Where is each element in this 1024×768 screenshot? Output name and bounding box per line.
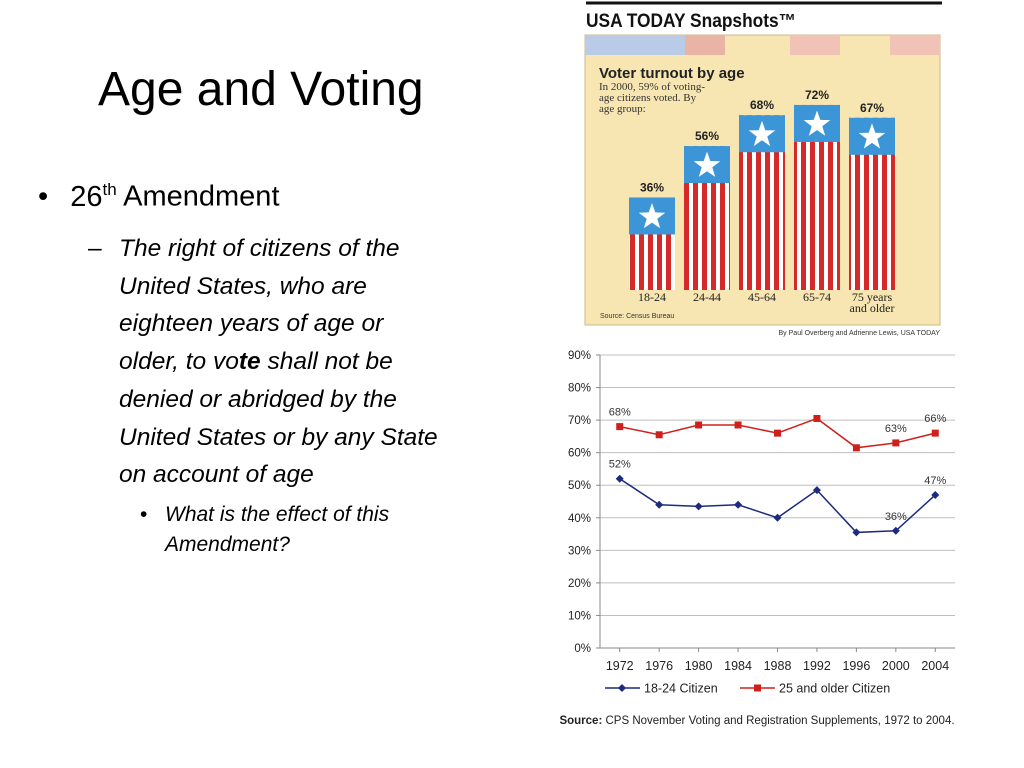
value-label: 36% (640, 180, 664, 194)
x-tick-label: 1996 (842, 659, 870, 673)
y-tick-label: 40% (568, 513, 591, 525)
y-tick-label: 70% (568, 415, 591, 427)
category-label: 75 years and older (849, 290, 895, 315)
data-label: 47% (924, 475, 946, 487)
marker (773, 513, 782, 522)
x-tick-label: 1988 (764, 659, 792, 673)
source-text: CPS November Voting and Registration Sup… (605, 715, 955, 727)
sub-sub-bullet-text: What is the effect of this Amendment? (165, 503, 390, 556)
snapshot-header: USA TODAY Snapshots™ (586, 11, 796, 32)
value-label: 56% (695, 129, 719, 143)
series-line (619, 478, 936, 534)
star (638, 203, 666, 229)
data-label: 52% (609, 459, 631, 471)
marker (695, 421, 703, 429)
x-tick-label: 1976 (645, 659, 673, 673)
data-label: 68% (609, 407, 631, 419)
sub-bullet-text: shall not be denied or abridged by the U… (119, 348, 438, 489)
y-tick-label: 30% (568, 545, 591, 557)
y-tick-label: 20% (568, 578, 591, 590)
marker (852, 444, 860, 452)
x-tick-label: 1992 (803, 659, 831, 673)
marker (774, 429, 781, 437)
data-label: 36% (885, 511, 907, 523)
marker (813, 414, 821, 422)
snapshot-subtitle: In 2000, 59% of voting-age citizens vote… (599, 81, 706, 115)
sub-bullet-bold: te (238, 348, 261, 376)
slide-title: Age and Voting (98, 63, 424, 116)
x-tick-label: 2004 (921, 659, 949, 673)
value-label: 68% (750, 98, 774, 112)
flag-field (585, 35, 685, 55)
star (693, 151, 721, 177)
flag-stripe (790, 35, 840, 55)
data-label: 66% (924, 413, 946, 425)
category-label: 24-44 (693, 290, 721, 304)
marker (655, 500, 664, 509)
marker (852, 528, 861, 537)
flag-stripe (685, 35, 725, 55)
star (748, 120, 776, 147)
marker (734, 500, 743, 509)
marker (615, 474, 624, 483)
star (803, 110, 831, 136)
marker (892, 439, 900, 447)
legend-label: 25 and older Citizen (779, 682, 890, 696)
sub-sub-bullet: • What is the effect of this Amendment? (140, 500, 460, 560)
x-tick-label: 1980 (685, 659, 713, 673)
bullet-number: 26 (70, 180, 103, 213)
flag-stripe (890, 35, 940, 55)
legend-label: 18-24 Citizen (644, 682, 718, 696)
snapshot-title: Voter turnout by age (599, 65, 745, 82)
value-label: 67% (860, 101, 884, 115)
marker (931, 429, 939, 437)
y-tick-label: 60% (568, 448, 591, 460)
category-label: 45-64 (748, 290, 776, 304)
bullet: • 26th Amendment (38, 180, 280, 213)
marker (891, 526, 900, 535)
bullet-superscript: th (102, 180, 117, 199)
category-label: 18-24 (638, 290, 666, 304)
chart-source: Source: CPS November Voting and Registra… (552, 713, 962, 729)
x-tick-label: 1972 (606, 659, 634, 673)
marker (616, 423, 624, 431)
snapshot-credit: By Paul Overberg and Adrienne Lewis, USA… (779, 330, 941, 337)
marker (931, 490, 940, 499)
marker (734, 421, 742, 429)
category-label: 65-74 (803, 290, 831, 304)
x-tick-label: 1984 (724, 659, 752, 673)
marker (655, 431, 663, 439)
value-label: 72% (805, 88, 829, 102)
y-tick-label: 10% (568, 610, 591, 622)
source-label: Source: (559, 715, 603, 727)
legend-marker (754, 684, 761, 692)
y-tick-label: 90% (568, 350, 591, 362)
marker (694, 502, 703, 511)
bullet-text: Amendment (123, 180, 280, 213)
star (858, 123, 886, 149)
y-tick-label: 80% (568, 383, 591, 395)
sub-bullet-text: The right of citizens of the United Stat… (119, 235, 400, 376)
sub-bullet: – The right of citizens of the United Sta… (88, 235, 438, 489)
legend-marker (618, 684, 626, 692)
y-tick-label: 50% (568, 480, 591, 492)
marker (812, 486, 821, 495)
data-label: 63% (885, 423, 907, 435)
snapshot-source: Source: Census Bureau (600, 313, 674, 320)
y-tick-label: 0% (574, 643, 591, 655)
x-tick-label: 2000 (882, 659, 910, 673)
